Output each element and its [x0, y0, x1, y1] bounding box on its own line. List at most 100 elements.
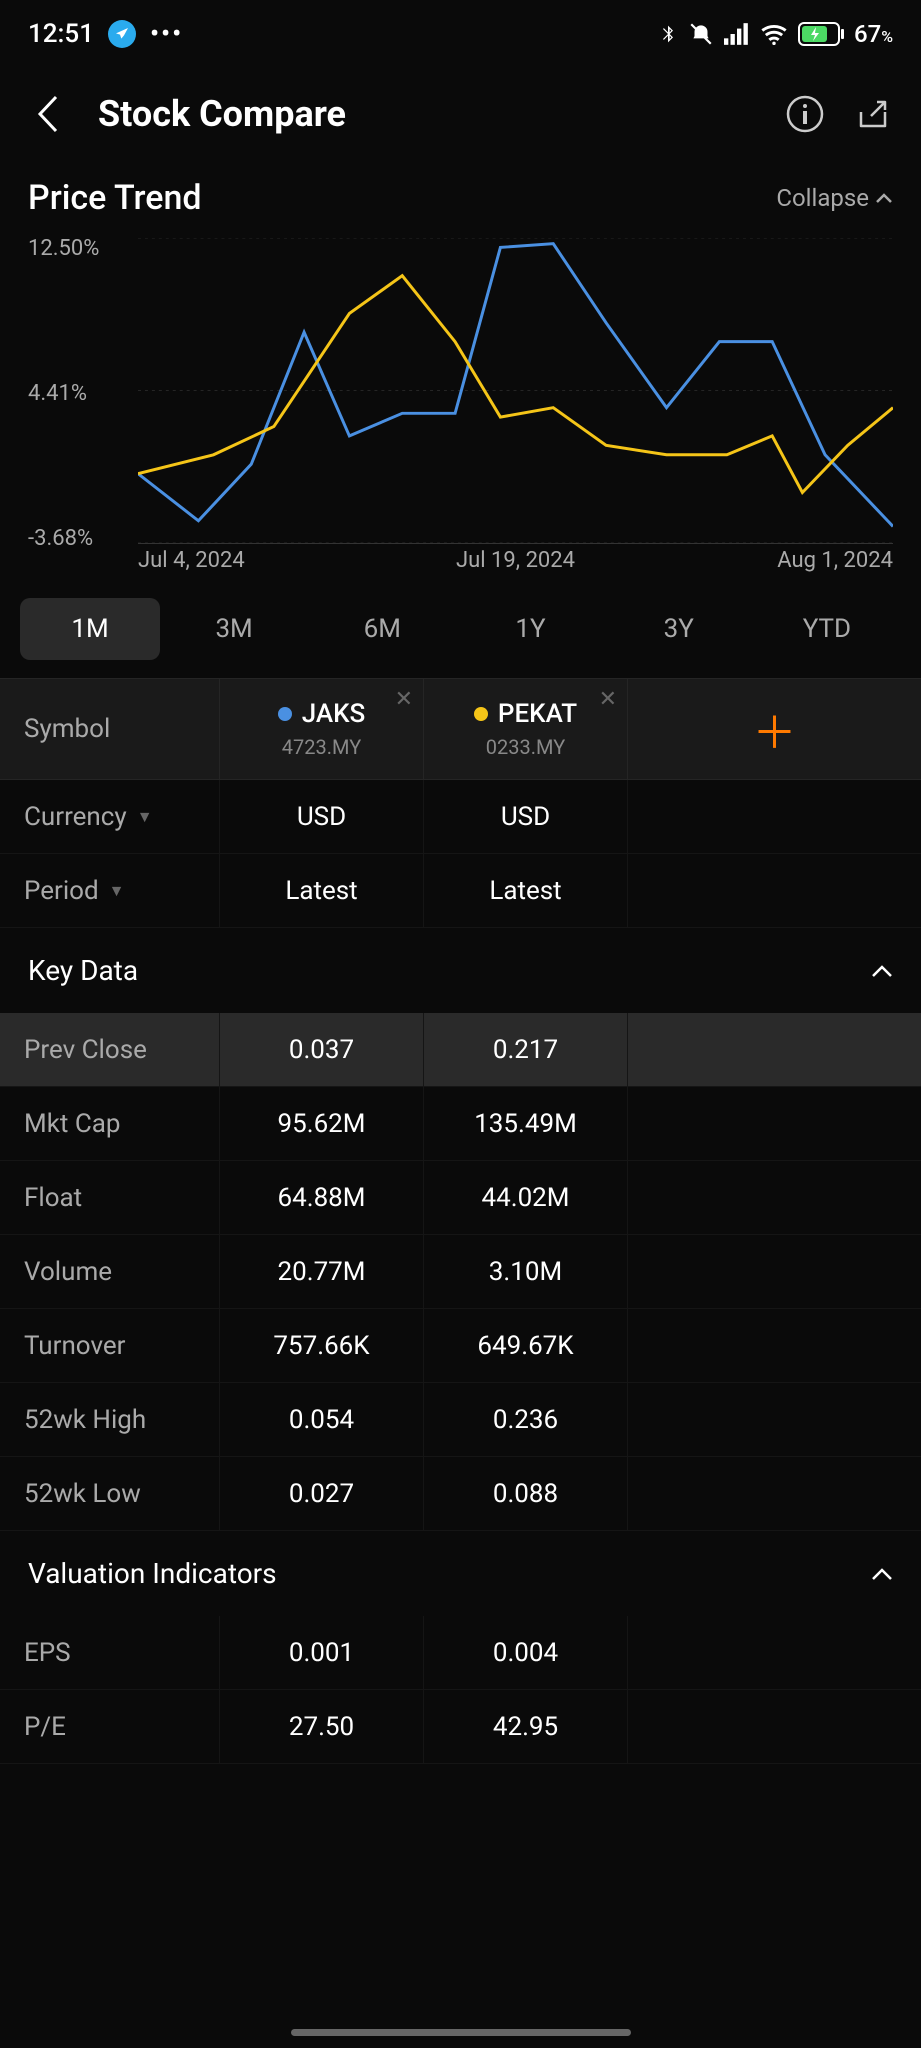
range-tab-3y[interactable]: 3Y [605, 598, 753, 660]
valuation-value: 0.001 [220, 1616, 424, 1689]
symbol-label: Symbol [0, 679, 220, 779]
period-label[interactable]: Period ▼ [0, 854, 220, 927]
collapse-button[interactable]: Collapse [776, 184, 893, 212]
period-value: Latest [220, 854, 424, 927]
chevron-down-icon: ▼ [137, 807, 153, 827]
valuation-header[interactable]: Valuation Indicators [0, 1531, 921, 1616]
range-tab-6m[interactable]: 6M [308, 598, 456, 660]
range-tab-1y[interactable]: 1Y [456, 598, 604, 660]
info-icon[interactable] [785, 94, 825, 134]
chart-y-label: -3.68% [28, 526, 93, 551]
period-row: Period ▼ Latest Latest [0, 854, 921, 928]
range-tab-ytd[interactable]: YTD [753, 598, 901, 660]
symbol-dot-icon [474, 707, 488, 721]
keydata-value: 135.49M [424, 1087, 628, 1160]
keydata-label: Turnover [0, 1309, 220, 1382]
period-value: Latest [424, 854, 628, 927]
price-trend-title: Price Trend [28, 178, 202, 218]
keydata-label: 52wk High [0, 1383, 220, 1456]
symbol-dot-icon [278, 707, 292, 721]
vibrate-icon [688, 21, 714, 47]
currency-value: USD [424, 780, 628, 853]
symbol-column-pekat[interactable]: ✕ PEKAT 0233.MY [424, 679, 628, 779]
symbol-header-row: Symbol ✕ JAKS 4723.MY ✕ PEKAT 0233.MY ＋ [0, 678, 921, 780]
currency-label[interactable]: Currency ▼ [0, 780, 220, 853]
keydata-value: 3.10M [424, 1235, 628, 1308]
chevron-down-icon: ▼ [109, 881, 125, 901]
symbol-code: 0233.MY [486, 735, 565, 759]
keydata-value: 0.027 [220, 1457, 424, 1530]
price-trend-section: Price Trend Collapse 12.50% 4.41% -3.68% J… [0, 160, 921, 578]
key-data-title: Key Data [28, 954, 138, 987]
status-right: 67% [658, 20, 893, 48]
keydata-label: Prev Close [0, 1013, 220, 1086]
remove-symbol-button[interactable]: ✕ [599, 687, 617, 712]
chart-y-label: 4.41% [28, 381, 87, 406]
add-symbol-button[interactable]: ＋ [753, 697, 797, 761]
keydata-value: 0.054 [220, 1383, 424, 1456]
share-icon[interactable] [853, 94, 893, 134]
keydata-label: Mkt Cap [0, 1087, 220, 1160]
telegram-icon [108, 20, 136, 48]
keydata-value: 0.236 [424, 1383, 628, 1456]
battery-icon [798, 22, 844, 46]
currency-row: Currency ▼ USD USD [0, 780, 921, 854]
symbol-code: 4723.MY [282, 735, 361, 759]
keydata-value: 95.62M [220, 1087, 424, 1160]
signal-icon [724, 23, 750, 45]
chevron-up-icon [875, 192, 893, 204]
keydata-row: Turnover757.66K649.67K [0, 1309, 921, 1383]
valuation-row: P/E27.5042.95 [0, 1690, 921, 1764]
chart-x-label: Aug 1, 2024 [777, 548, 893, 573]
status-bar: 12:51 ••• 67% [0, 0, 921, 68]
keydata-label: Float [0, 1161, 220, 1234]
keydata-label: Volume [0, 1235, 220, 1308]
keydata-value: 64.88M [220, 1161, 424, 1234]
chart-series-jaks [138, 244, 893, 527]
keydata-row: 52wk High0.0540.236 [0, 1383, 921, 1457]
more-icon: ••• [150, 19, 183, 49]
wifi-icon [760, 23, 788, 45]
chart-series-pekat [138, 276, 893, 493]
valuation-label: EPS [0, 1616, 220, 1689]
keydata-value: 0.088 [424, 1457, 628, 1530]
bluetooth-icon [658, 21, 678, 47]
range-tab-1m[interactable]: 1M [20, 598, 160, 660]
keydata-value: 44.02M [424, 1161, 628, 1234]
back-button[interactable] [28, 94, 68, 134]
range-tabs: 1M3M6M1Y3YYTD [0, 598, 921, 678]
app-header: Stock Compare [0, 68, 921, 160]
chart-x-label: Jul 4, 2024 [138, 548, 245, 573]
add-symbol-cell: ＋ [628, 679, 921, 779]
battery-percent: 67% [854, 20, 893, 48]
status-time: 12:51 [28, 19, 94, 49]
valuation-value: 27.50 [220, 1690, 424, 1763]
chart-x-label: Jul 19, 2024 [456, 548, 575, 573]
valuation-row: EPS0.0010.004 [0, 1616, 921, 1690]
symbol-ticker: JAKS [278, 699, 366, 729]
status-left: 12:51 ••• [28, 19, 183, 49]
home-indicator[interactable] [291, 2029, 631, 2036]
key-data-header[interactable]: Key Data [0, 928, 921, 1013]
valuation-title: Valuation Indicators [28, 1557, 277, 1590]
keydata-row: Float64.88M44.02M [0, 1161, 921, 1235]
keydata-row: Volume20.77M3.10M [0, 1235, 921, 1309]
keydata-label: 52wk Low [0, 1457, 220, 1530]
remove-symbol-button[interactable]: ✕ [395, 687, 413, 712]
valuation-label: P/E [0, 1690, 220, 1763]
keydata-value: 0.217 [424, 1013, 628, 1086]
keydata-row: Prev Close0.0370.217 [0, 1013, 921, 1087]
symbol-ticker: PEKAT [474, 699, 577, 729]
symbol-column-jaks[interactable]: ✕ JAKS 4723.MY [220, 679, 424, 779]
valuation-value: 42.95 [424, 1690, 628, 1763]
page-title: Stock Compare [98, 93, 755, 135]
keydata-row: Mkt Cap95.62M135.49M [0, 1087, 921, 1161]
chart-y-label: 12.50% [28, 236, 99, 261]
range-tab-3m[interactable]: 3M [160, 598, 308, 660]
keydata-value: 757.66K [220, 1309, 424, 1382]
keydata-value: 649.67K [424, 1309, 628, 1382]
currency-value: USD [220, 780, 424, 853]
chevron-up-icon [871, 964, 893, 978]
keydata-value: 0.037 [220, 1013, 424, 1086]
keydata-row: 52wk Low0.0270.088 [0, 1457, 921, 1531]
